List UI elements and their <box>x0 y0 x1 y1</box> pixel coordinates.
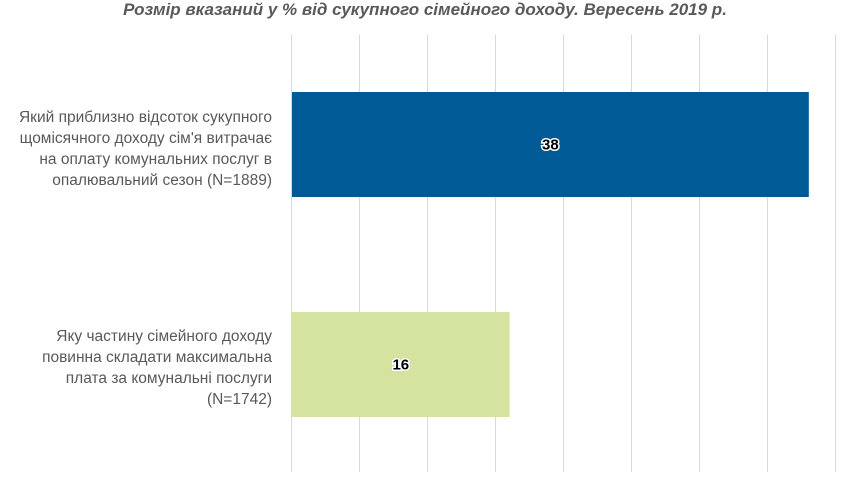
category-label-1: Який приблизно відсоток сукупного щоміся… <box>18 109 272 189</box>
category-label-2: Яку частину сімейного доходу повинна скл… <box>42 328 272 408</box>
data-label-1: 38 <box>542 137 559 154</box>
bar-1 <box>292 92 809 197</box>
data-label-2: 16 <box>392 357 409 374</box>
chart-title: Розмір вказаний у % від сукупного сімейн… <box>123 0 727 19</box>
bar-2 <box>292 312 510 417</box>
